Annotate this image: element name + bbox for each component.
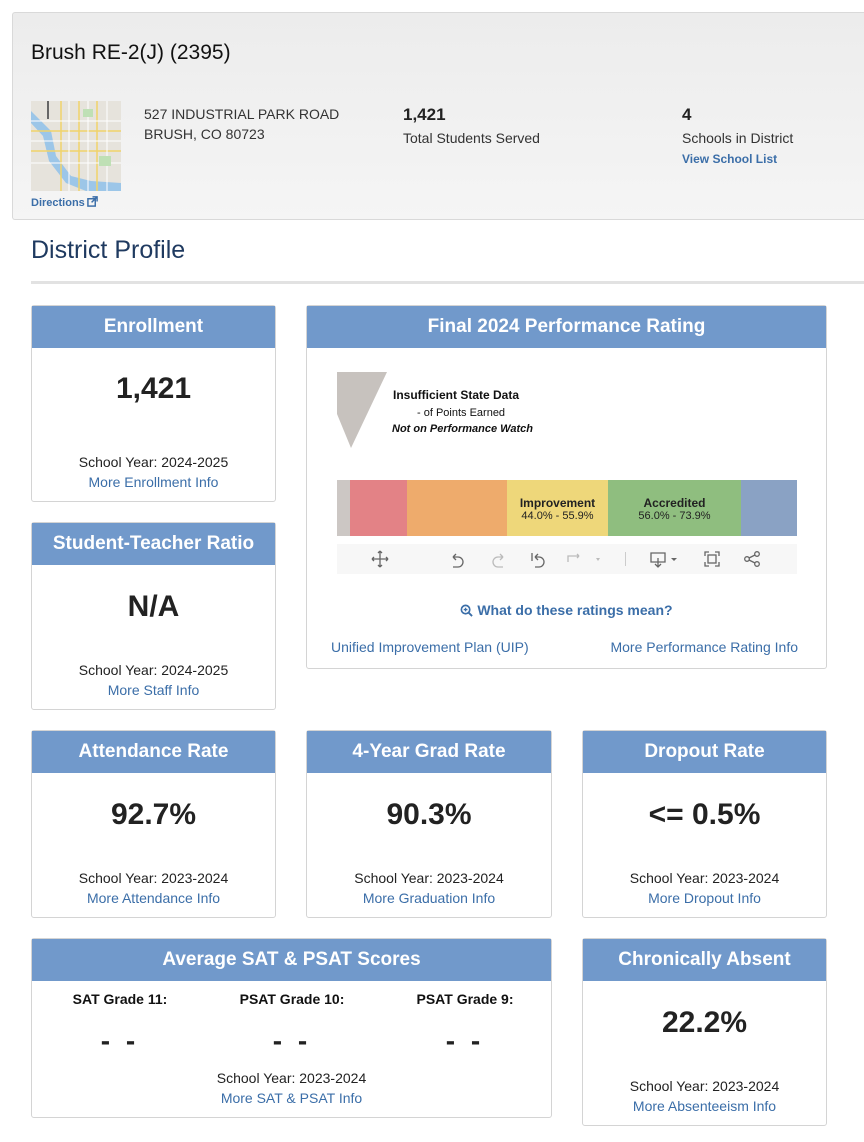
sat-grade11-col: SAT Grade 11: - - xyxy=(32,991,208,1057)
rating-points: - of Points Earned xyxy=(417,407,506,419)
sat-grade11-label: SAT Grade 11: xyxy=(72,991,168,1007)
dropout-card: Dropout Rate <= 0.5% School Year: 2023-2… xyxy=(582,730,827,918)
undo-icon[interactable] xyxy=(449,550,467,568)
profile-title: District Profile xyxy=(31,236,186,264)
sat-year: School Year: 2023-2024 xyxy=(216,1070,367,1086)
grad-rate-link[interactable]: More Graduation Info xyxy=(362,890,496,906)
chronic-absent-year: School Year: 2023-2024 xyxy=(629,1078,780,1094)
enrollment-link[interactable]: More Enrollment Info xyxy=(88,474,219,490)
psat-grade10-label: PSAT Grade 10: xyxy=(239,991,345,1007)
sat-link[interactable]: More SAT & PSAT Info xyxy=(220,1090,363,1106)
district-address: 527 INDUSTRIAL PARK ROAD BRUSH, CO 80723 xyxy=(144,104,339,144)
chronic-absent-title: Chronically Absent xyxy=(583,939,826,981)
rating-status: Insufficient State Data xyxy=(393,388,520,402)
address-line1: 527 INDUSTRIAL PARK ROAD xyxy=(144,106,340,122)
revert-icon[interactable] xyxy=(529,550,547,568)
chart-toolbar xyxy=(337,544,797,574)
band-improvement-range: 44.0% - 55.9% xyxy=(521,510,594,522)
external-link-icon xyxy=(86,196,98,207)
enrollment-value: 1,421 xyxy=(115,372,192,405)
redo-icon[interactable] xyxy=(489,550,507,568)
band-accredited-range: 56.0% - 73.9% xyxy=(638,510,711,522)
rating-watch: Not on Performance Watch xyxy=(392,423,533,435)
grad-rate-year: School Year: 2023-2024 xyxy=(354,870,504,886)
schools-value: 4 xyxy=(682,105,692,124)
view-school-list-link[interactable]: View School List xyxy=(682,152,778,166)
sat-grade11-value: - - xyxy=(100,1025,140,1056)
psat-grade10-value: - - xyxy=(272,1025,312,1056)
grad-rate-value: 90.3% xyxy=(386,798,472,831)
enrollment-year: School Year: 2024-2025 xyxy=(78,454,229,470)
sat-card: Average SAT & PSAT Scores SAT Grade 11: … xyxy=(31,938,552,1118)
rating-band-accredited: Accredited 56.0% - 73.9% xyxy=(608,480,741,536)
ratio-link[interactable]: More Staff Info xyxy=(107,682,200,698)
toolbar-divider xyxy=(625,552,626,566)
rating-band-priority xyxy=(407,480,507,536)
rating-band-distinction xyxy=(741,480,797,536)
psat-grade9-col: PSAT Grade 9: - - xyxy=(377,991,553,1057)
sat-title: Average SAT & PSAT Scores xyxy=(32,939,551,981)
directions-link[interactable]: Directions xyxy=(31,196,98,209)
ratio-title: Student-Teacher Ratio xyxy=(32,523,275,565)
fullscreen-icon[interactable] xyxy=(703,550,721,568)
psat-grade10-col: PSAT Grade 10: - - xyxy=(204,991,380,1057)
district-title: Brush RE-2(J) (2395) xyxy=(31,41,231,64)
ratings-info-label: What do these ratings mean? xyxy=(477,602,673,618)
pan-icon[interactable] xyxy=(371,550,389,568)
rating-marker xyxy=(337,372,387,448)
performance-card: Final 2024 Performance Rating Insufficie… xyxy=(306,305,827,669)
address-line2: BRUSH, CO 80723 xyxy=(144,126,265,142)
enrollment-title: Enrollment xyxy=(32,306,275,348)
attendance-link[interactable]: More Attendance Info xyxy=(86,890,221,906)
schools-stat: 4 Schools in District View School List xyxy=(682,104,793,166)
attendance-value: 92.7% xyxy=(110,798,197,831)
grad-rate-title: 4-Year Grad Rate xyxy=(307,731,551,773)
enrollment-card: Enrollment 1,421 School Year: 2024-2025 … xyxy=(31,305,276,502)
uip-link[interactable]: Unified Improvement Plan (UIP) xyxy=(331,639,529,655)
chronic-absent-value: 22.2% xyxy=(661,1006,748,1039)
share-icon[interactable] xyxy=(743,550,761,568)
attendance-title: Attendance Rate xyxy=(32,731,275,773)
ratio-value: N/A xyxy=(127,590,180,623)
ratio-card: Student-Teacher Ratio N/A School Year: 2… xyxy=(31,522,276,710)
directions-label: Directions xyxy=(31,197,85,209)
download-icon[interactable] xyxy=(649,550,681,568)
students-stat: 1,421 Total Students Served xyxy=(403,104,540,146)
students-label: Total Students Served xyxy=(403,130,540,146)
dropout-link[interactable]: More Dropout Info xyxy=(648,890,761,906)
rating-band-insufficient xyxy=(337,480,350,536)
psat-grade9-label: PSAT Grade 9: xyxy=(416,991,514,1007)
map-thumbnail[interactable] xyxy=(31,101,121,191)
attendance-year: School Year: 2023-2024 xyxy=(78,870,229,886)
attendance-card: Attendance Rate 92.7% School Year: 2023-… xyxy=(31,730,276,918)
dropout-title: Dropout Rate xyxy=(583,731,826,773)
profile-divider xyxy=(31,281,864,284)
rating-band-improvement: Improvement 44.0% - 55.9% xyxy=(507,480,608,536)
refresh-dropdown-icon[interactable] xyxy=(565,550,605,568)
dropout-value: <= 0.5% xyxy=(648,798,761,831)
rating-band-turnaround xyxy=(350,480,407,536)
chronic-absent-link[interactable]: More Absenteeism Info xyxy=(632,1098,777,1114)
district-header: Brush RE-2(J) (2395) Directions 527 INDU… xyxy=(12,12,864,220)
band-accredited-label: Accredited xyxy=(643,496,706,510)
students-value: 1,421 xyxy=(403,105,446,124)
performance-info-link[interactable]: More Performance Rating Info xyxy=(610,639,798,655)
performance-title: Final 2024 Performance Rating xyxy=(307,306,826,348)
psat-grade9-value: - - xyxy=(445,1025,485,1056)
ratings-info-link[interactable]: What do these ratings mean? xyxy=(307,602,826,618)
schools-label: Schools in District xyxy=(682,130,794,146)
zoom-icon xyxy=(460,604,474,617)
ratio-year: School Year: 2024-2025 xyxy=(78,662,229,678)
dropout-year: School Year: 2023-2024 xyxy=(629,870,780,886)
band-improvement-label: Improvement xyxy=(519,496,596,510)
grad-rate-card: 4-Year Grad Rate 90.3% School Year: 2023… xyxy=(306,730,552,918)
chronic-absent-card: Chronically Absent 22.2% School Year: 20… xyxy=(582,938,827,1126)
